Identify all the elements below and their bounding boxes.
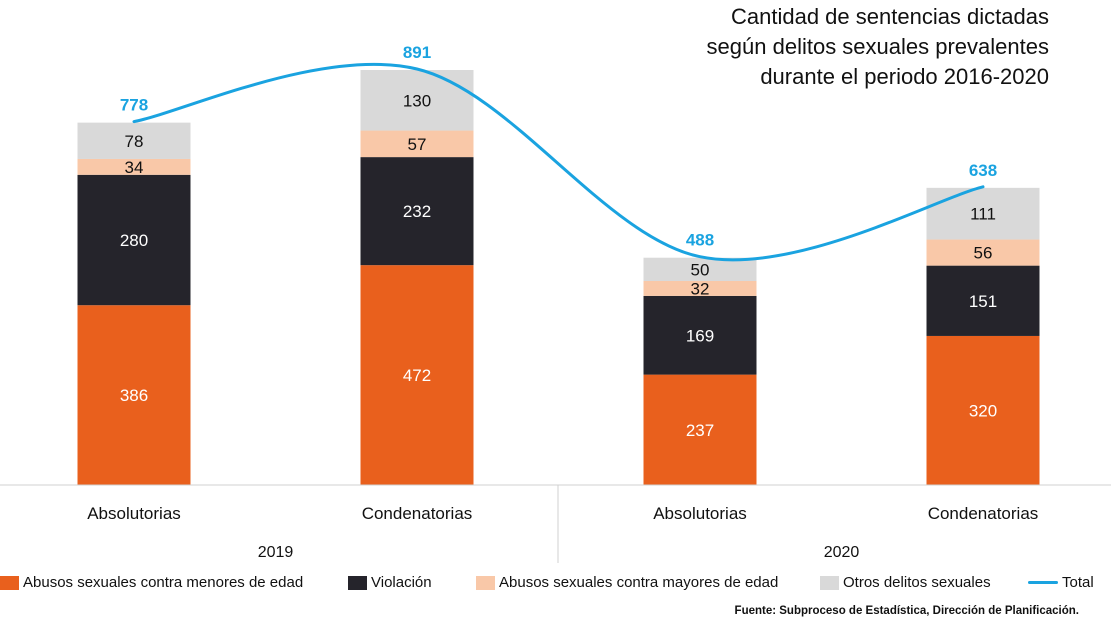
- legend-label-total: Total: [1062, 574, 1094, 591]
- bar-segment-4-series-4: [926, 187, 1040, 240]
- chart-legend: Abusos sexuales contra menores de edad V…: [0, 574, 1111, 596]
- category-label-4: Condenatorias: [928, 504, 1039, 523]
- bar-segment-3-series-4: [643, 257, 757, 281]
- category-label-3: Absolutorias: [653, 504, 747, 523]
- legend-item-menores: Abusos sexuales contra menores de edad: [0, 574, 303, 591]
- bar-segment-2-series-4: [360, 70, 474, 131]
- segment-label-2-series-2: 232: [403, 202, 431, 221]
- category-label-1: Absolutorias: [87, 504, 181, 523]
- segment-label-2-series-3: 57: [408, 135, 427, 154]
- total-label-2: 891: [403, 43, 431, 62]
- legend-swatch-violacion: [348, 575, 367, 590]
- total-line: [132, 62, 985, 262]
- legend-label-mayores: Abusos sexuales contra mayores de edad: [499, 574, 779, 591]
- bar-segment-3-series-3: [643, 280, 757, 296]
- bar-segment-1-series-3: [77, 158, 191, 175]
- chart-title-line-3: durante el periodo 2016-2020: [760, 64, 1049, 89]
- bar-segment-1-series-1: [77, 305, 191, 485]
- segment-label-4-series-2: 151: [969, 292, 997, 311]
- legend-line-total: [1028, 581, 1058, 584]
- total-label-3: 488: [686, 231, 714, 250]
- segment-label-3-series-4: 50: [691, 260, 710, 279]
- legend-swatch-menores: [0, 575, 19, 590]
- segment-label-1-series-4: 78: [125, 132, 144, 151]
- category-label-2: Condenatorias: [362, 504, 473, 523]
- chart-title: Cantidad de sentencias dictadas según de…: [609, 2, 1049, 92]
- legend-item-mayores: Abusos sexuales contra mayores de edad: [476, 574, 778, 591]
- chart-title-line-2: según delitos sexuales prevalentes: [706, 34, 1049, 59]
- legend-swatch-otros: [820, 575, 839, 590]
- legend-label-violacion: Violación: [371, 574, 432, 591]
- bar-segment-4-series-1: [926, 335, 1040, 485]
- bar-segment-4-series-2: [926, 265, 1040, 336]
- legend-item-violacion: Violación: [348, 574, 432, 591]
- legend-item-otros: Otros delitos sexuales: [820, 574, 991, 591]
- total-label-1: 778: [120, 96, 148, 115]
- bar-segment-2-series-3: [360, 130, 474, 158]
- segment-label-4-series-4: 111: [970, 205, 996, 224]
- segment-label-3-series-1: 237: [686, 421, 714, 440]
- segment-label-4-series-3: 56: [974, 244, 993, 263]
- total-label-4: 638: [969, 161, 997, 180]
- segment-label-3-series-3: 32: [691, 279, 710, 298]
- legend-label-menores: Abusos sexuales contra menores de edad: [23, 574, 304, 591]
- bar-segment-3-series-1: [643, 374, 757, 485]
- segment-label-1-series-1: 386: [120, 386, 148, 405]
- bar-segment-2-series-2: [360, 157, 474, 266]
- chart-title-line-1: Cantidad de sentencias dictadas: [731, 4, 1049, 29]
- source-note: Fuente: Subproceso de Estadística, Direc…: [734, 605, 1079, 617]
- segment-label-1-series-2: 280: [120, 231, 148, 250]
- segment-label-2-series-1: 472: [403, 366, 431, 385]
- segment-label-2-series-4: 130: [403, 91, 431, 110]
- legend-swatch-mayores: [476, 575, 495, 590]
- segment-label-3-series-2: 169: [686, 326, 714, 345]
- bar-segment-4-series-3: [926, 239, 1040, 266]
- segment-label-4-series-1: 320: [969, 401, 997, 420]
- bar-segment-2-series-1: [360, 265, 474, 485]
- segment-label-1-series-3: 34: [125, 158, 144, 177]
- group-label-2020: 2020: [824, 544, 860, 561]
- bar-segment-1-series-4: [77, 122, 191, 159]
- legend-label-otros: Otros delitos sexuales: [843, 574, 991, 591]
- group-label-2019: 2019: [258, 544, 294, 561]
- bar-segment-1-series-2: [77, 174, 191, 306]
- legend-item-total: Total: [1028, 574, 1094, 591]
- bar-segment-3-series-2: [643, 295, 757, 375]
